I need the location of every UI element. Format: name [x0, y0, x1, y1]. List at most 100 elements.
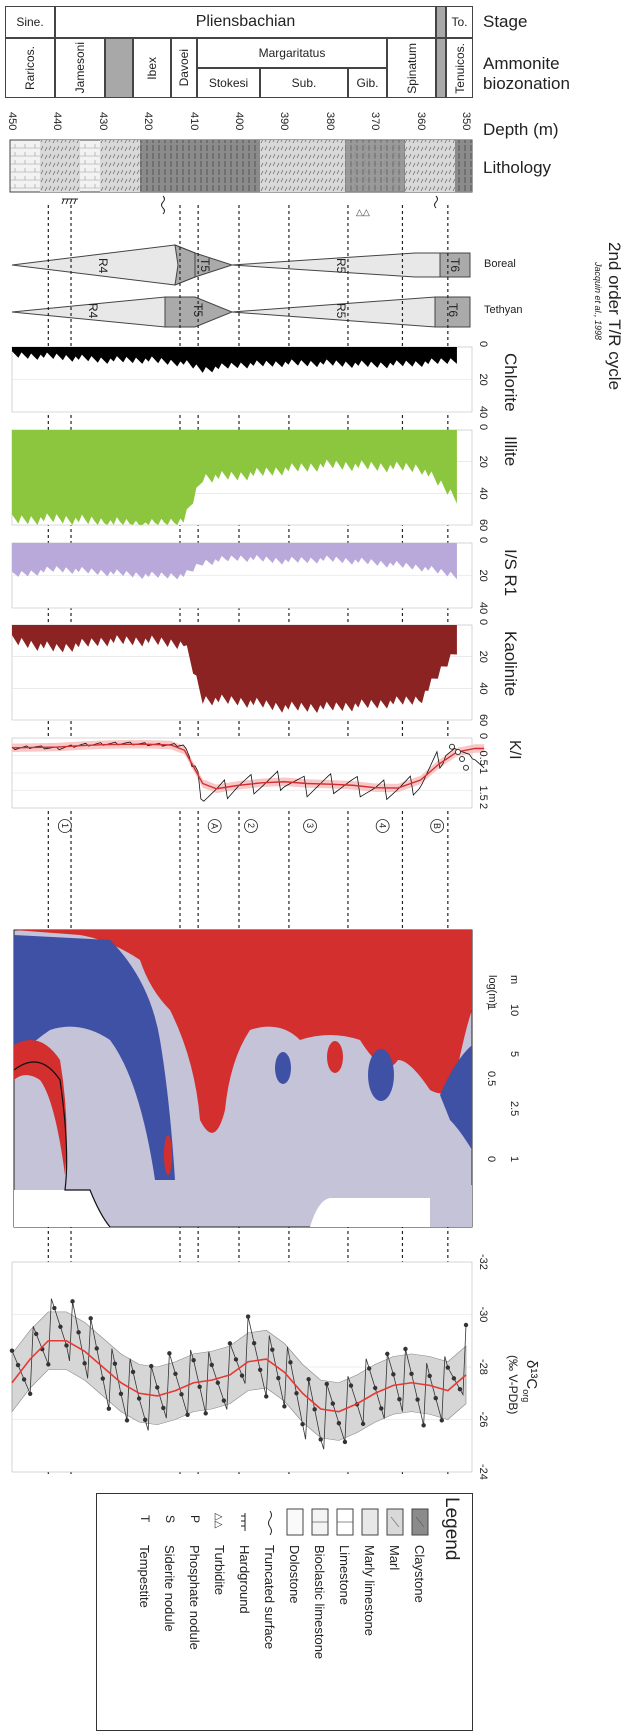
lithology-marl [260, 140, 345, 192]
mineral-tick-label: 40 [477, 682, 489, 694]
ki-marker-label: B [432, 823, 442, 829]
ki-marker-label: 3 [305, 823, 315, 828]
ki-tick-label: 1.5 [477, 786, 489, 801]
mineral-tick-label: 20 [477, 456, 489, 468]
carbon-point [185, 1412, 190, 1417]
swatch-pattern [415, 1516, 425, 1528]
legend-item: Dolostone [286, 1508, 304, 1604]
carbon-point [27, 1391, 33, 1396]
carbon-point [257, 1367, 263, 1373]
wavelet-white-bottom-mid [310, 1198, 430, 1227]
wavelet-blob-red [327, 1041, 343, 1073]
legend-item-label: Marly limestone [362, 1545, 377, 1636]
carbon-point [52, 1305, 57, 1311]
wavelet-blob-red [164, 1135, 172, 1175]
carbon-point [397, 1397, 402, 1402]
carbon-point [58, 1324, 63, 1329]
ki-tick-label: 0 [477, 733, 489, 739]
carbon-tick-label: -26 [477, 1412, 489, 1428]
subzone-label: Gib. [356, 76, 379, 90]
carbon-point [403, 1346, 408, 1352]
lithology-clay [175, 140, 260, 192]
subzone-stokesi: Stokesi [197, 68, 260, 98]
hardground-icon [241, 1513, 246, 1531]
carbon-point [433, 1395, 438, 1401]
stage-label: Stage [483, 12, 528, 31]
ki-point [463, 764, 469, 771]
legend-item: Limestone [336, 1508, 354, 1605]
substage-label: To. [451, 15, 468, 29]
carbon-point [88, 1316, 93, 1321]
carbon-point [167, 1351, 172, 1356]
legend-item-label: Marl [387, 1545, 402, 1570]
carbon-point [427, 1373, 432, 1379]
mineral-tick-label: 20 [477, 570, 489, 582]
mineral-tick-label: 0 [477, 424, 489, 430]
cycle-t5-tethyan [164, 296, 234, 328]
carbon-point [264, 1394, 269, 1399]
legend-item-label: Turbidite [212, 1545, 227, 1595]
lithology-marly [40, 140, 80, 192]
biozonation-label-2: biozonation [483, 74, 570, 93]
carbon-point [82, 1361, 87, 1366]
lithology-marly [100, 140, 140, 192]
carbon-point [112, 1361, 118, 1366]
lithology-clay [345, 140, 405, 192]
legend-item-label: Phosphate nodule [187, 1545, 202, 1650]
carbon-point [294, 1391, 299, 1396]
carbon-point [227, 1341, 233, 1346]
carbon-point [385, 1351, 390, 1357]
carbon-point [136, 1396, 142, 1401]
legend-item: Hardground [237, 1513, 252, 1614]
carbon-point [391, 1372, 396, 1377]
legend-item: Marly limestone [361, 1508, 379, 1636]
carbon-tick-label: -32 [477, 1254, 489, 1270]
mineral-area [12, 347, 457, 373]
carbon-point [348, 1383, 354, 1388]
legend-item-label: Limestone [337, 1545, 352, 1605]
subzone-label: Sub. [291, 76, 317, 90]
carbon-point [173, 1371, 178, 1377]
carbon-point [142, 1417, 148, 1423]
carbon-point [318, 1437, 323, 1442]
boreal-label: Boreal [484, 258, 516, 270]
subzone-gib: Gib. [348, 68, 387, 98]
legend-item: Claystone [411, 1508, 429, 1603]
legend-item-label: Dolostone [287, 1545, 302, 1604]
mineral-tick-label: 0 [477, 537, 489, 543]
legend-item-label: Tempestite [137, 1545, 152, 1608]
zone-margaritatus: Margaritatus [197, 38, 387, 68]
carbon-point [409, 1371, 414, 1377]
carbon-point [191, 1357, 196, 1363]
ki-marker-label: A [210, 823, 220, 829]
legend-letter-icon: S [163, 1515, 177, 1523]
wavelet-white-bottom [14, 1190, 110, 1227]
wavelet-blob-blue [275, 1052, 291, 1084]
carbon-point [34, 1331, 39, 1337]
carbon-point [9, 1348, 15, 1353]
carbon-point [276, 1375, 281, 1381]
mineral-tick-label: 40 [477, 602, 489, 614]
lithology-marl [405, 140, 455, 192]
wavelet-red-left [14, 1040, 67, 1175]
ki-tick-label: 2 [477, 803, 489, 809]
carbon-point [366, 1366, 372, 1371]
ki-confidence-band [12, 740, 485, 793]
zone-jamesoni: Jamesoni [55, 38, 105, 98]
carbon-confidence-band [11, 1311, 467, 1441]
mineral-tick-label: 60 [477, 519, 489, 531]
ki-marker-label: 2 [246, 823, 256, 828]
carbon-tick-label: -30 [477, 1307, 489, 1323]
carbon-point [197, 1384, 202, 1389]
zone-gray-2 [436, 38, 446, 98]
carbon-point [100, 1376, 106, 1381]
carbon-point [445, 1365, 451, 1370]
mineral-area [12, 625, 457, 714]
zone-davoei: Davoei [171, 38, 197, 98]
carbon-tick-label: -28 [477, 1359, 489, 1375]
mineral-area [12, 430, 457, 525]
depth-label: Depth (m) [483, 120, 559, 139]
wavelet-white-bottom-right [430, 1185, 472, 1227]
wavelet-blue-right [440, 1045, 472, 1150]
